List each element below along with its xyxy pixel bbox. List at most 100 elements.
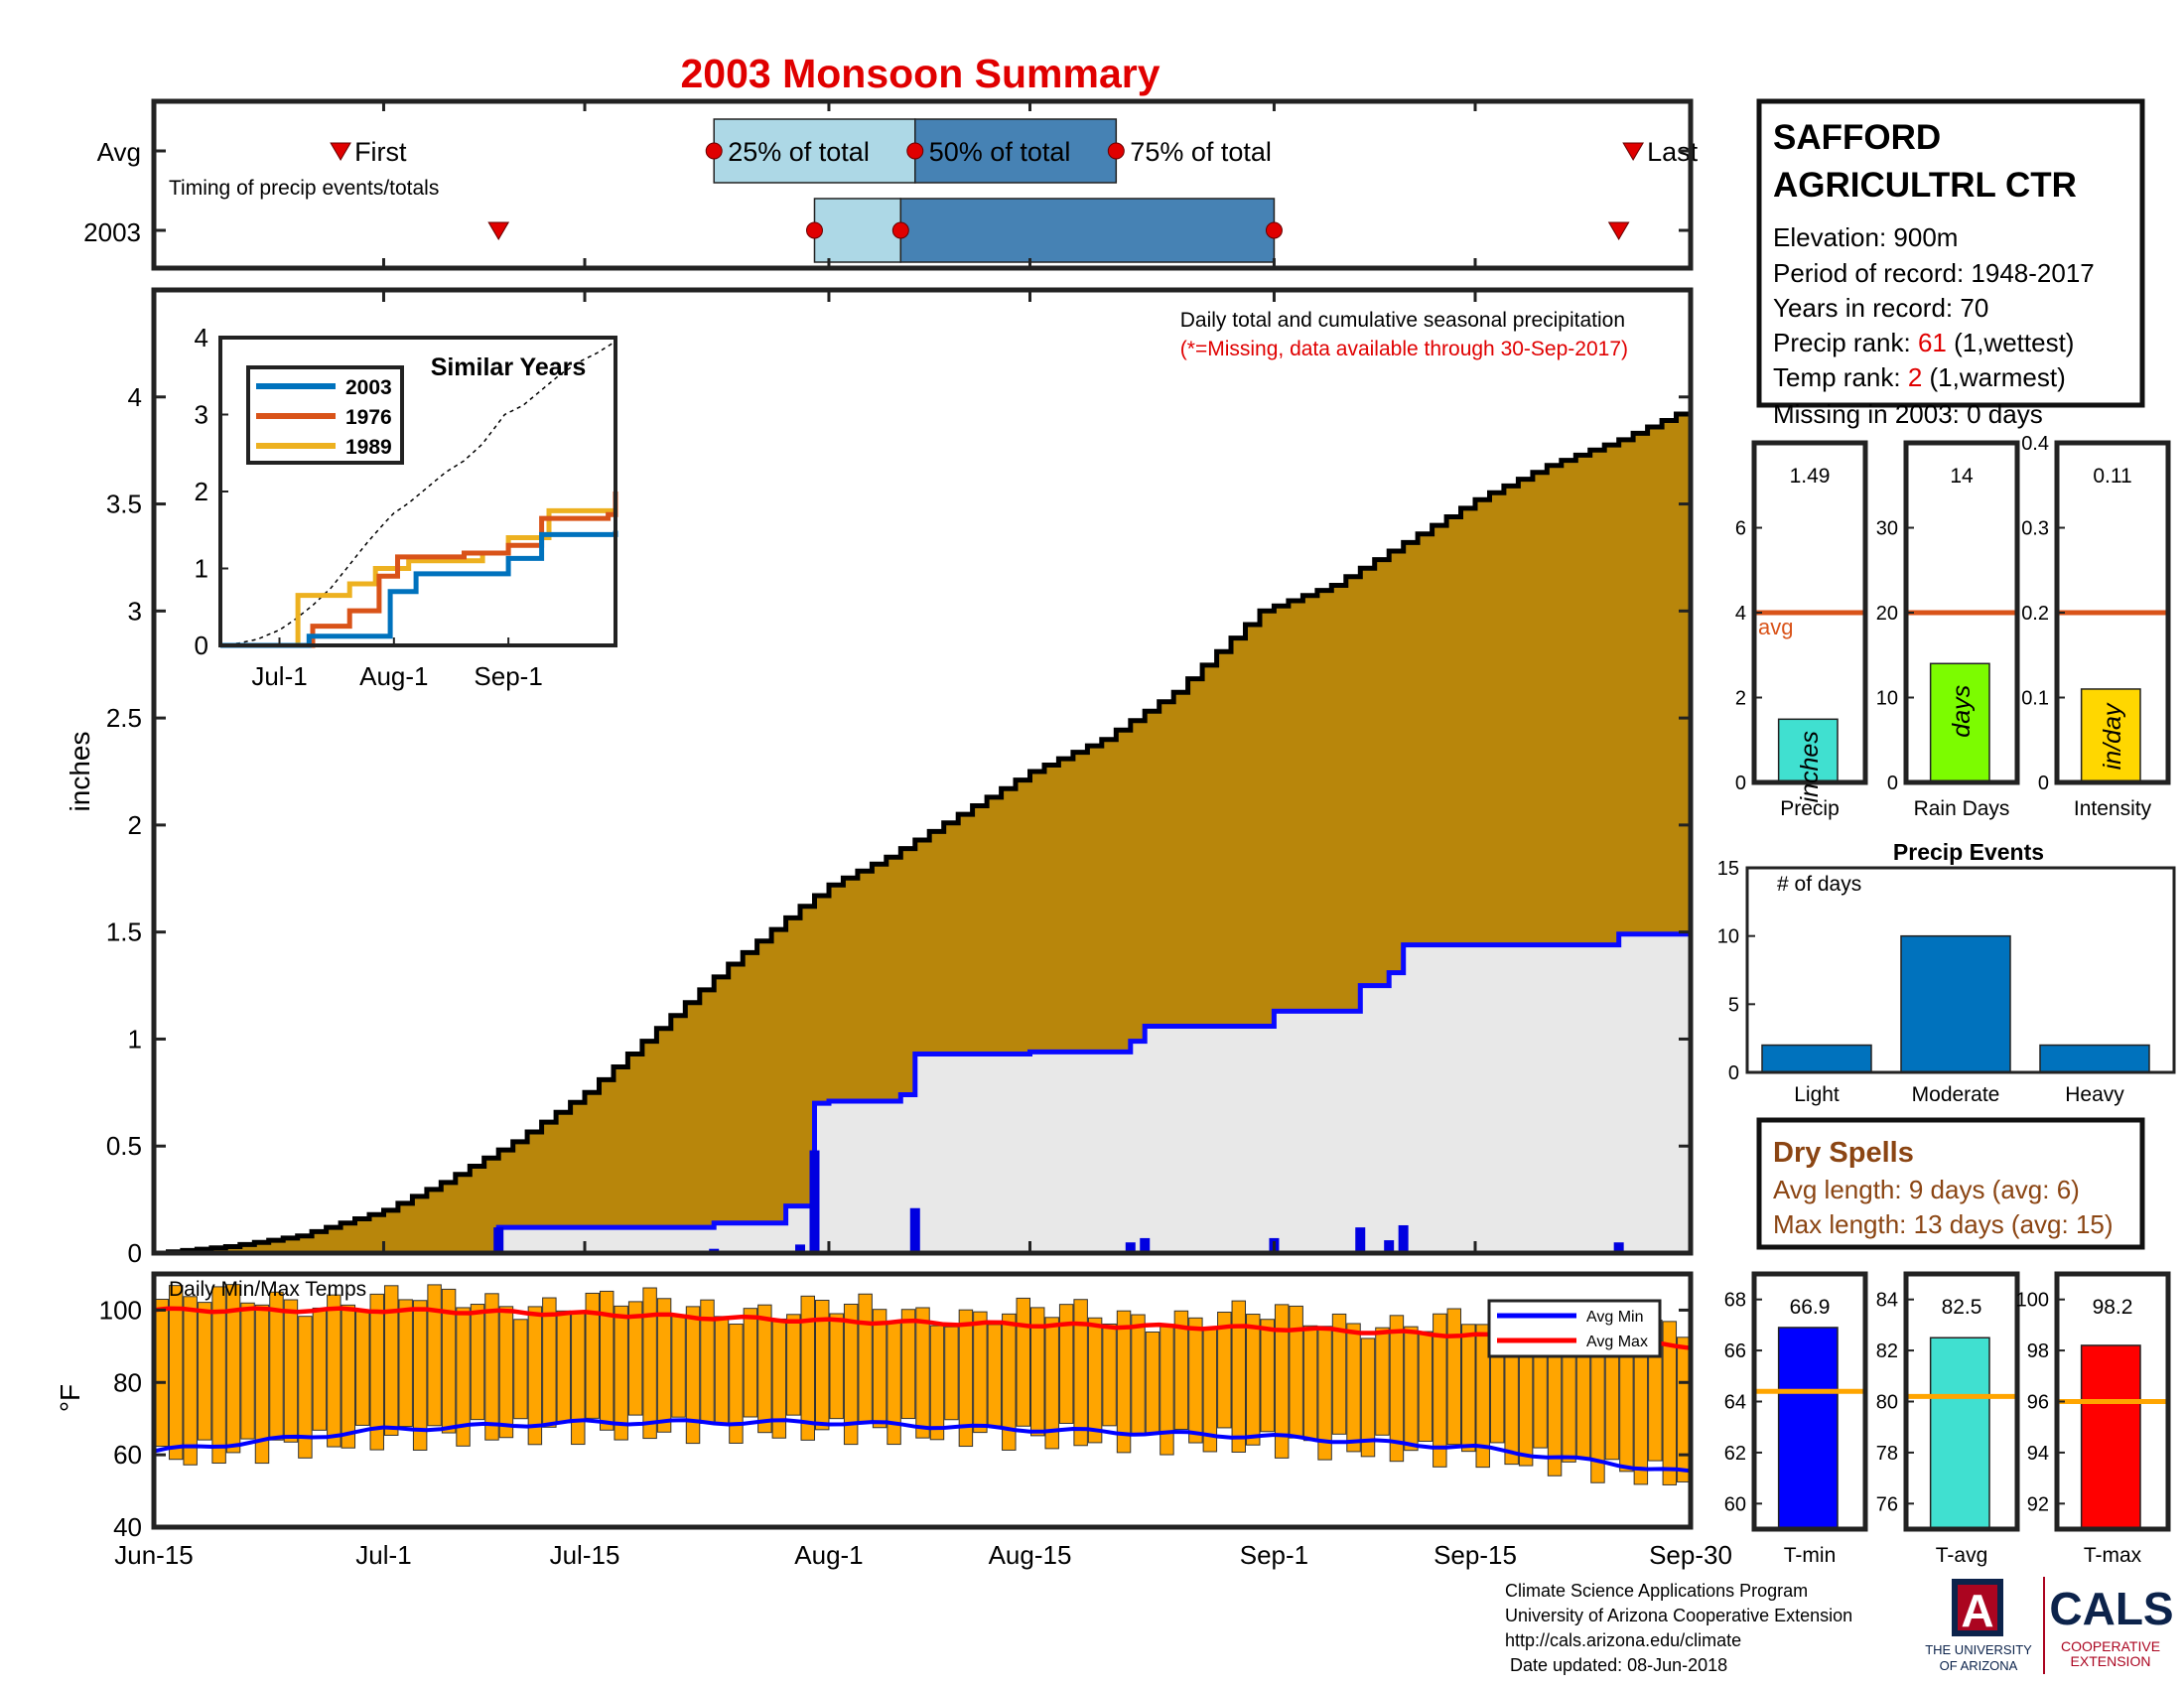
footer-line-1: Climate Science Applications Program — [1505, 1581, 1808, 1601]
daily-temp-bar — [542, 1297, 557, 1428]
daily-precip-bar — [1613, 1242, 1624, 1253]
avg-max-line — [153, 1306, 1692, 1350]
summary-y-tick-label: 0 — [1887, 773, 1898, 794]
temp-bar — [1929, 1336, 1990, 1530]
footer-line-4: Date updated: 08-Jun-2018 — [1505, 1655, 1727, 1675]
inset-y-tick-label: 4 — [195, 323, 208, 352]
temp-category-label: T-min — [1784, 1544, 1837, 1567]
university-logo: A THE UNIVERSITY OF ARIZONA CALS COOPERA… — [1925, 1577, 2174, 1674]
inset-x-tick-label: Jul-1 — [251, 661, 307, 691]
temps-legend-label: Avg Max — [1586, 1334, 1648, 1350]
temp-y-tick-label: 66 — [1724, 1340, 1746, 1362]
daily-temp-bar — [829, 1313, 844, 1420]
summary-y-tick-label: 0.3 — [2021, 518, 2049, 540]
daily-temp-bar — [441, 1288, 457, 1434]
y-tick-label: 3 — [128, 596, 142, 626]
summary-avg-label: avg — [1758, 615, 1793, 639]
station-precip-rank: Precip rank: 61 (1,wettest) — [1773, 328, 2074, 357]
daily-temp-bar — [341, 1304, 356, 1449]
main-annotation: Daily total and cumulative seasonal prec… — [1180, 309, 1625, 332]
y-tick-label: 2.5 — [106, 703, 142, 733]
daily-temp-bar — [987, 1324, 1003, 1427]
daily-temp-bar — [786, 1314, 801, 1416]
inset-x-tick-label: Aug-1 — [359, 661, 428, 691]
ua-logo-line-1: THE UNIVERSITY — [1925, 1642, 2032, 1657]
daily-temp-bar — [197, 1302, 212, 1441]
x-tick-label: Jun-15 — [114, 1540, 194, 1570]
temp-y-tick-label: 64 — [1724, 1392, 1746, 1414]
inset-y-tick-label: 3 — [195, 400, 208, 430]
temps-legend-box — [1487, 1299, 1662, 1358]
daily-temp-bar — [614, 1305, 628, 1441]
daily-temp-bar — [858, 1293, 873, 1423]
temps-caption: Daily Min/Max Temps — [169, 1278, 366, 1301]
cals-line-1: COOPERATIVE — [2061, 1638, 2160, 1654]
daily-temp-bar — [1030, 1307, 1045, 1437]
daily-temp-bar — [900, 1309, 916, 1420]
daily-temp-bar — [168, 1285, 184, 1461]
dry-spells-box: Dry Spells Avg length: 9 days (avg: 6) M… — [1756, 1117, 2145, 1250]
inset-legend-label: 1976 — [345, 406, 392, 429]
daily-temp-bar — [958, 1309, 974, 1448]
year-cumulative-area — [154, 933, 1691, 1253]
daily-temp-bar — [685, 1306, 701, 1445]
daily-temp-bar — [929, 1325, 945, 1441]
ua-logo-letter: A — [1961, 1585, 1993, 1636]
y-tick-label: 1 — [128, 1024, 142, 1054]
daily-temp-bar — [1131, 1314, 1146, 1436]
ua-logo-line-2: OF ARIZONA — [1940, 1658, 2018, 1673]
temps-y-tick-label: 100 — [99, 1295, 142, 1325]
timing-label-25: 25% of total — [728, 137, 870, 167]
timing-marker — [1265, 221, 1283, 239]
summary-value-label: 1.49 — [1790, 465, 1831, 488]
inset-title: Similar Years — [431, 353, 587, 381]
summary-value-label: 14 — [1950, 465, 1974, 488]
summary-y-tick-label: 10 — [1876, 688, 1898, 710]
temp-y-tick-label: 84 — [1876, 1290, 1898, 1312]
daily-temp-bar — [1145, 1331, 1160, 1434]
event-y-tick-label: 15 — [1717, 858, 1739, 880]
daily-temp-bar — [183, 1296, 198, 1466]
daily-temp-bar — [1662, 1321, 1678, 1485]
inset-y-tick-label: 1 — [195, 554, 208, 584]
event-y-tick-label: 5 — [1728, 994, 1739, 1016]
daily-temp-bar — [225, 1284, 241, 1454]
temp-y-tick-label: 100 — [2016, 1290, 2049, 1312]
summary-unit-label: days — [1948, 685, 1976, 738]
timing-marker — [1107, 142, 1125, 160]
temp-category-label: T-max — [2084, 1544, 2142, 1567]
daily-temp-bar — [757, 1304, 772, 1434]
summary-y-tick-label: 30 — [1876, 518, 1898, 540]
x-tick-label: Sep-30 — [1649, 1540, 1732, 1570]
daily-precip-bar — [1355, 1227, 1366, 1253]
dry-spells-title: Dry Spells — [1773, 1137, 1914, 1169]
dry-spells-avg: Avg length: 9 days (avg: 6) — [1773, 1175, 2080, 1204]
summary-category-label: Precip — [1780, 797, 1840, 820]
timing-marker — [891, 221, 909, 239]
summary-y-tick-label: 20 — [1876, 603, 1898, 625]
daily-temp-bar — [1619, 1337, 1634, 1473]
precip-events-panel: Precip Events Light Moderate Heavy # of da… — [1717, 839, 2176, 1106]
temps-y-tick-label: 80 — [113, 1367, 142, 1397]
daily-temp-bar — [656, 1298, 672, 1433]
timing-marker — [805, 221, 823, 239]
daily-temp-bar — [398, 1299, 413, 1428]
daily-temp-bar — [484, 1293, 499, 1441]
daily-temp-bar — [1002, 1313, 1017, 1451]
station-elevation: Elevation: 900m — [1773, 222, 1958, 252]
daily-precip-bar — [1125, 1242, 1136, 1253]
inset-y-tick-label: 2 — [195, 477, 208, 506]
daily-temp-bar — [599, 1290, 614, 1431]
daily-temp-bar — [154, 1299, 169, 1448]
station-temp-rank: Temp rank: 2 (1,warmest) — [1773, 362, 2066, 392]
timing-triangle-marker — [1607, 221, 1630, 240]
summary-y-tick-label: 2 — [1735, 688, 1746, 710]
temp-y-tick-label: 60 — [1724, 1493, 1746, 1515]
x-tick-label: Jul-15 — [550, 1540, 620, 1570]
timing-triangle-marker — [1622, 142, 1645, 161]
event-bar-light — [1761, 1044, 1872, 1073]
temps-y-tick-label: 40 — [113, 1512, 142, 1542]
x-tick-label: Sep-1 — [1240, 1540, 1308, 1570]
summary-y-tick-label: 0.1 — [2021, 688, 2049, 710]
temp-y-tick-label: 82 — [1876, 1340, 1898, 1362]
